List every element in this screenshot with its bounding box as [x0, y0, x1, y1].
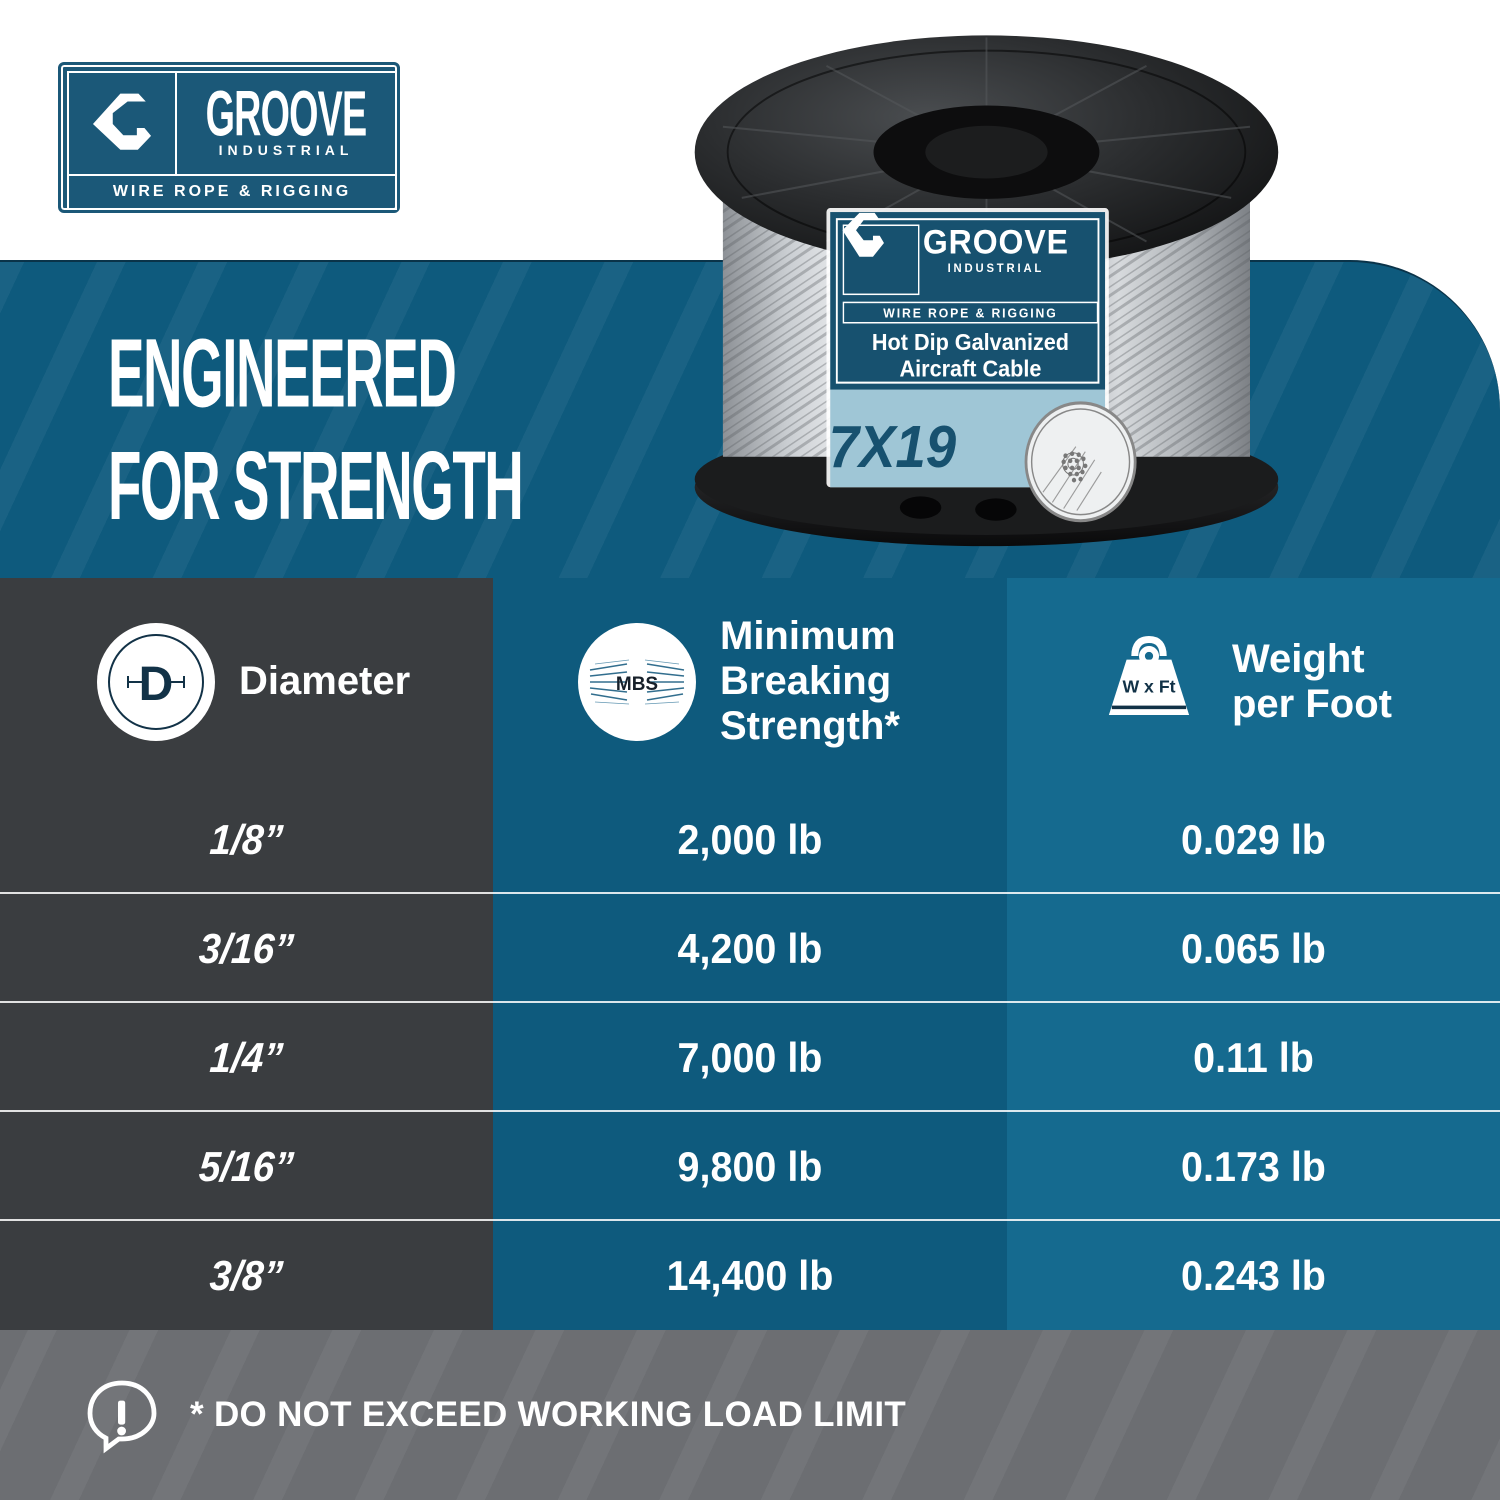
svg-text:INDUSTRIAL: INDUSTRIAL	[948, 262, 1045, 275]
svg-text:W x Ft: W x Ft	[1122, 676, 1175, 696]
svg-text:7X19: 7X19	[829, 415, 957, 480]
svg-text:WIRE ROPE & RIGGING: WIRE ROPE & RIGGING	[883, 305, 1057, 321]
svg-text:D: D	[139, 658, 174, 711]
svg-text:MBS: MBS	[616, 674, 658, 695]
svg-text:GROOVE: GROOVE	[923, 224, 1069, 262]
svg-text:Hot Dip Galvanized: Hot Dip Galvanized	[872, 329, 1069, 355]
svg-text:Aircraft Cable: Aircraft Cable	[900, 356, 1042, 382]
